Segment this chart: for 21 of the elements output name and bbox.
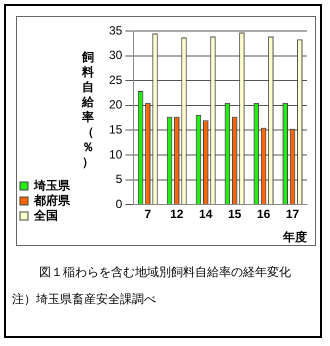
legend-label: 全国 (33, 208, 58, 222)
x-tick-label: 12 (170, 207, 184, 222)
x-tick-label: 15 (228, 207, 242, 222)
y-tick-label: 30 (108, 48, 123, 62)
x-tick-label: 17 (286, 207, 300, 222)
y-tick-label: 35 (108, 23, 123, 38)
y-tick-label: 15 (108, 122, 123, 137)
x-axis-title: 年度 (282, 230, 307, 244)
y-tick-label: 10 (108, 147, 123, 162)
y-tick-label: 25 (108, 72, 123, 87)
legend-label: 都府県 (33, 193, 71, 208)
legend-label: 埼玉県 (33, 178, 71, 192)
y-tick-label: 0 (116, 196, 123, 211)
y-tick-label: 5 (116, 172, 123, 186)
x-tick-label: 14 (199, 207, 213, 222)
text: 注）埼玉県畜産安全課調べ (12, 291, 156, 308)
x-tick-label: 7 (144, 207, 152, 222)
x-tick-label: 16 (256, 207, 271, 222)
text: 図１稲わらを含む地域別飼料自給率の経年変化 (38, 264, 292, 281)
y-tick-label: 20 (108, 98, 123, 112)
y-axis-title: 飼料自給率（％） (81, 50, 95, 169)
